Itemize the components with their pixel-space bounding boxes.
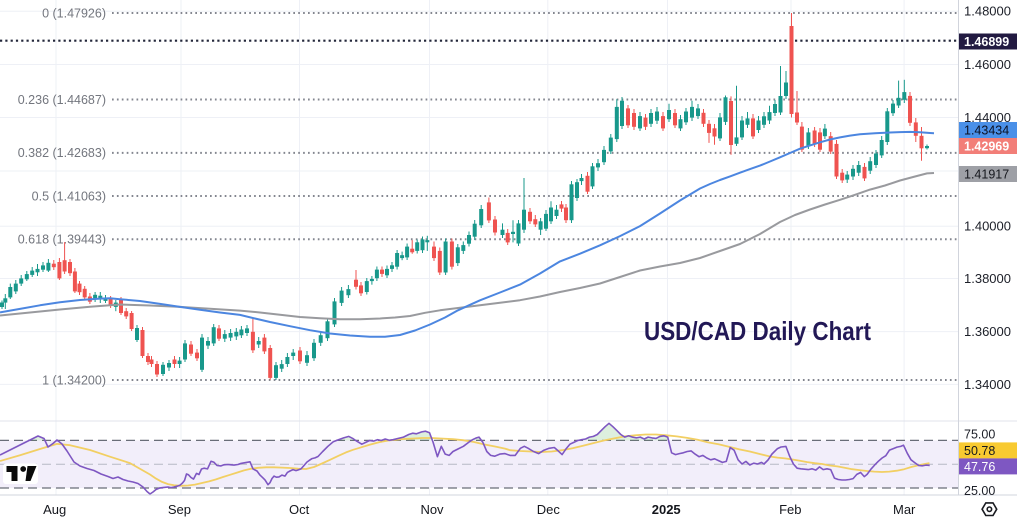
svg-text:1.42969: 1.42969 <box>964 140 1009 154</box>
svg-text:1.48000: 1.48000 <box>964 4 1011 19</box>
svg-text:Feb: Feb <box>779 502 801 517</box>
svg-text:USD/CAD Daily Chart: USD/CAD Daily Chart <box>644 316 871 346</box>
svg-text:Oct: Oct <box>289 502 310 517</box>
svg-text:Nov: Nov <box>420 502 444 517</box>
svg-text:Sep: Sep <box>168 502 191 517</box>
svg-text:0 (1.47926): 0 (1.47926) <box>42 6 106 20</box>
svg-text:0.618 (1.39443): 0.618 (1.39443) <box>18 233 106 247</box>
svg-text:50.78: 50.78 <box>964 444 995 458</box>
svg-text:1.46899: 1.46899 <box>964 35 1009 49</box>
svg-text:0.382 (1.42683): 0.382 (1.42683) <box>18 146 106 160</box>
svg-text:1.46000: 1.46000 <box>964 57 1011 72</box>
svg-text:1.38000: 1.38000 <box>964 271 1011 286</box>
svg-text:0.5 (1.41063): 0.5 (1.41063) <box>32 189 106 203</box>
svg-text:Mar: Mar <box>893 502 916 517</box>
svg-text:1.36000: 1.36000 <box>964 324 1011 339</box>
svg-text:75.00: 75.00 <box>964 427 995 441</box>
svg-text:1.41917: 1.41917 <box>964 168 1009 182</box>
svg-text:Aug: Aug <box>43 502 66 517</box>
svg-text:1.40000: 1.40000 <box>964 219 1011 234</box>
svg-text:25.00: 25.00 <box>964 484 995 498</box>
svg-text:Dec: Dec <box>537 502 561 517</box>
svg-text:1.34000: 1.34000 <box>964 377 1011 392</box>
svg-text:1 (1.34200): 1 (1.34200) <box>42 373 106 387</box>
svg-text:0.236 (1.44687): 0.236 (1.44687) <box>18 93 106 107</box>
svg-text:2025: 2025 <box>652 502 681 517</box>
svg-text:47.76: 47.76 <box>964 460 995 474</box>
svg-text:1.43434: 1.43434 <box>964 124 1009 138</box>
